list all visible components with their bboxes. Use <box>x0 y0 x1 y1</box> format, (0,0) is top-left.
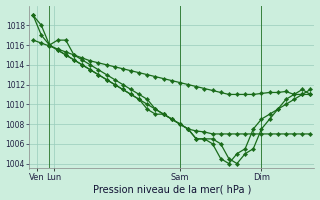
X-axis label: Pression niveau de la mer( hPa ): Pression niveau de la mer( hPa ) <box>92 184 251 194</box>
